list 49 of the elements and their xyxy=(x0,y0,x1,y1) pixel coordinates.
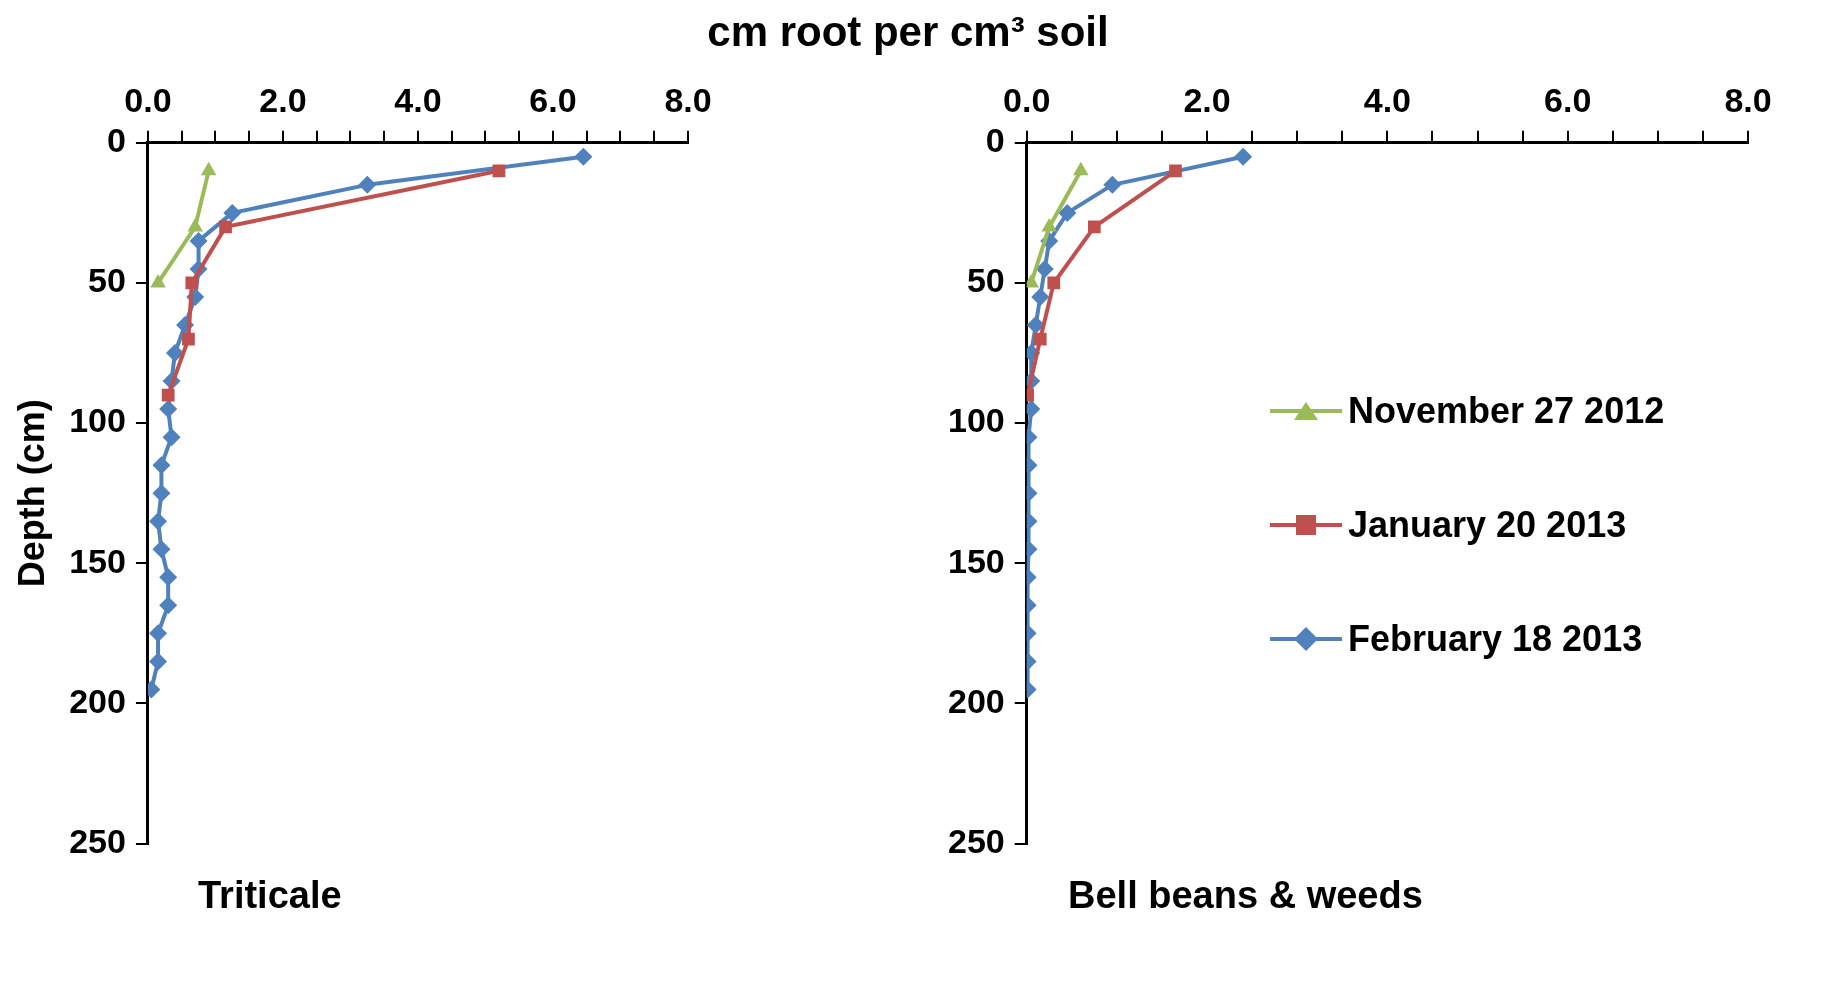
y-tick-label: 150 xyxy=(947,541,1005,580)
point xyxy=(492,164,506,178)
y-tick-label: 200 xyxy=(69,681,126,720)
point xyxy=(182,332,195,346)
point xyxy=(185,276,199,290)
legend-label: February 18 2013 xyxy=(1348,618,1643,660)
point xyxy=(223,203,242,222)
x-tick-label: 2.0 xyxy=(1183,80,1231,119)
x-tick-label: 4.0 xyxy=(394,80,442,119)
x-axis-title: Triticale xyxy=(197,874,343,917)
point xyxy=(165,344,184,363)
y-tick-label: 50 xyxy=(966,261,1005,300)
point xyxy=(152,456,171,475)
x-tick-label: 0.0 xyxy=(1003,80,1051,119)
point xyxy=(159,568,178,587)
point xyxy=(159,596,178,615)
x-tick-label: 6.0 xyxy=(529,80,577,119)
y-tick-label: 250 xyxy=(947,821,1005,860)
point xyxy=(189,231,208,250)
y-tick-label: 250 xyxy=(69,821,126,860)
point xyxy=(152,484,171,503)
point xyxy=(159,400,178,419)
x-axis-title: Bell beans & weeds xyxy=(1067,874,1424,917)
legend-label: November 27 2012 xyxy=(1348,390,1665,432)
x-tick-label: 4.0 xyxy=(1363,80,1411,119)
y-tick-label: 200 xyxy=(947,681,1005,720)
point xyxy=(219,220,232,234)
y-tick-label: 150 xyxy=(69,541,126,580)
x-tick-label: 6.0 xyxy=(1544,80,1592,119)
x-tick-label: 0.0 xyxy=(124,80,172,119)
x-tick-label: 8.0 xyxy=(664,80,712,119)
point xyxy=(149,624,168,643)
y-tick-label: 0 xyxy=(107,121,126,160)
point xyxy=(574,147,593,166)
point xyxy=(358,175,377,194)
point xyxy=(149,512,168,531)
legend-label: January 20 2013 xyxy=(1348,504,1627,546)
point xyxy=(161,388,175,402)
x-tick-label: 2.0 xyxy=(259,80,307,119)
y-tick-label: 0 xyxy=(985,121,1005,160)
y-axis-title: Depth (cm) xyxy=(10,399,52,588)
y-tick-label: 100 xyxy=(69,401,126,440)
point xyxy=(162,428,181,447)
x-tick-label: 8.0 xyxy=(1724,80,1772,119)
point xyxy=(152,540,171,559)
point xyxy=(149,652,168,671)
y-tick-label: 50 xyxy=(88,261,126,300)
y-tick-label: 100 xyxy=(947,401,1005,440)
text: cm root per cm³ soil xyxy=(706,8,1110,56)
